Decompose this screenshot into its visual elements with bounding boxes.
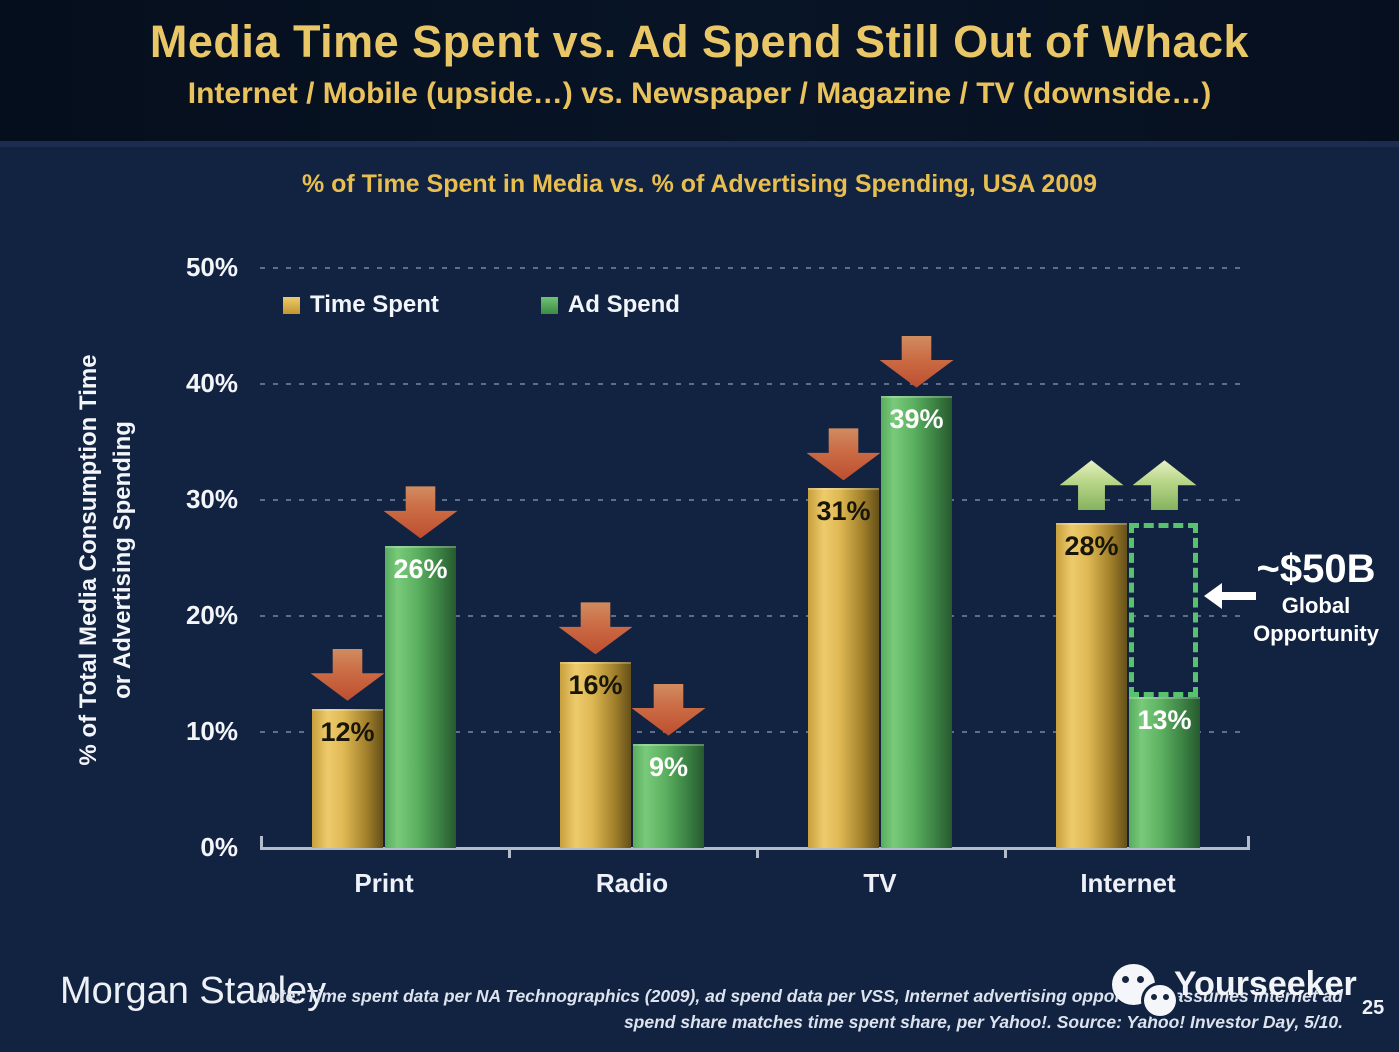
- x-category-label-internet: Internet: [1080, 868, 1176, 898]
- up-arrow-icon-internet-time-spent: [1059, 460, 1124, 511]
- bar-value-radio-time-spent: 16%: [568, 670, 623, 701]
- x-category-label-tv: TV: [863, 868, 897, 898]
- down-arrow-icon-tv-ad-spend: [879, 335, 954, 388]
- down-arrow-icon-tv-time-spent: [806, 428, 881, 481]
- bar-radio-ad-spend: [633, 743, 704, 848]
- ad-spend-swatch-icon: [540, 296, 558, 314]
- morgan-stanley-logo: Morgan Stanley: [60, 970, 327, 1012]
- legend-item-time-spent: Time Spent: [283, 291, 439, 319]
- gridline-50: [260, 267, 1248, 269]
- bar-radio-time-spent: [560, 662, 631, 848]
- page-number: 25: [1362, 997, 1385, 1019]
- y-tick-label-20: 20%: [185, 600, 238, 630]
- y-tick-label-0: 0%: [200, 832, 238, 862]
- bar-value-tv-ad-spend: 39%: [889, 403, 944, 434]
- bar-print-ad-spend: [385, 546, 456, 848]
- slide-subtitle: Internet / Mobile (upside…) vs. Newspape…: [187, 77, 1212, 110]
- chart-title: % of Time Spent in Media vs. % of Advert…: [301, 170, 1098, 198]
- axis-end-tick-0: [260, 836, 263, 848]
- down-arrow-icon-print-time-spent: [310, 648, 385, 701]
- bar-internet-time-spent: [1056, 523, 1127, 848]
- bar-value-internet-ad-spend: 13%: [1137, 705, 1192, 736]
- bar-value-print-time-spent: 12%: [320, 716, 375, 747]
- opportunity-gap-box: [1129, 523, 1198, 698]
- bar-tv-time-spent: [808, 488, 879, 848]
- chat-bubble-small-icon: [1141, 982, 1179, 1019]
- axis-boundary-tick-0: [508, 849, 511, 858]
- bar-print-time-spent: [312, 708, 383, 848]
- bar-tv-ad-spend: [881, 395, 952, 848]
- left-arrow-head: [1204, 583, 1222, 609]
- axis-end-tick-1: [1247, 836, 1250, 848]
- legend-label-time-spent: Time Spent: [310, 291, 439, 318]
- opportunity-annotation: ~$50B Global Opportunity: [1236, 546, 1396, 648]
- gridline-40: [260, 383, 1248, 385]
- time-spent-swatch-icon: [283, 296, 300, 314]
- legend-label-ad-spend: Ad Spend: [567, 291, 680, 318]
- bar-value-tv-time-spent: 31%: [816, 496, 871, 527]
- opportunity-line1: Global: [1281, 593, 1351, 618]
- down-arrow-icon-print-ad-spend: [383, 486, 458, 539]
- bar-value-internet-time-spent: 28%: [1064, 531, 1119, 562]
- gridline-10: [260, 731, 1248, 733]
- gridline-20: [260, 615, 1248, 617]
- x-category-label-radio: Radio: [595, 868, 669, 898]
- source-note-line1: Note: Time spent data per NA Technograph…: [256, 986, 1343, 1006]
- watermark-text: Yourseeker: [1174, 965, 1357, 1003]
- bar-value-radio-ad-spend: 9%: [648, 751, 689, 782]
- left-arrow-shaft: [1218, 592, 1256, 600]
- axis-boundary-tick-1: [756, 849, 759, 858]
- y-tick-label-40: 40%: [185, 368, 238, 398]
- gridline-30: [260, 499, 1248, 501]
- x-axis-line: [260, 847, 1250, 850]
- watermark: Yourseeker: [1106, 958, 1398, 1020]
- y-tick-label-50: 50%: [185, 252, 238, 282]
- chart-legend: Time Spent Ad Spend: [283, 291, 680, 319]
- down-arrow-icon-radio-time-spent: [558, 602, 633, 655]
- bar-value-print-ad-spend: 26%: [393, 554, 448, 585]
- axis-boundary-tick-2: [1004, 849, 1007, 858]
- slide-header: Media Time Spent vs. Ad Spend Still Out …: [0, 0, 1399, 147]
- up-arrow-icon-internet-ad-spend: [1132, 460, 1197, 511]
- left-arrow-icon: [1204, 583, 1258, 609]
- y-tick-label-30: 30%: [185, 484, 238, 514]
- down-arrow-icon-radio-ad-spend: [631, 683, 706, 736]
- legend-item-ad-spend: Ad Spend: [540, 291, 680, 319]
- bar-internet-ad-spend: [1129, 697, 1200, 848]
- opportunity-value: ~$50B: [1256, 547, 1376, 591]
- opportunity-line2: Opportunity: [1253, 621, 1379, 646]
- slide-title: Media Time Spent vs. Ad Spend Still Out …: [149, 16, 1250, 67]
- y-tick-label-10: 10%: [185, 716, 238, 746]
- x-category-label-print: Print: [354, 868, 414, 898]
